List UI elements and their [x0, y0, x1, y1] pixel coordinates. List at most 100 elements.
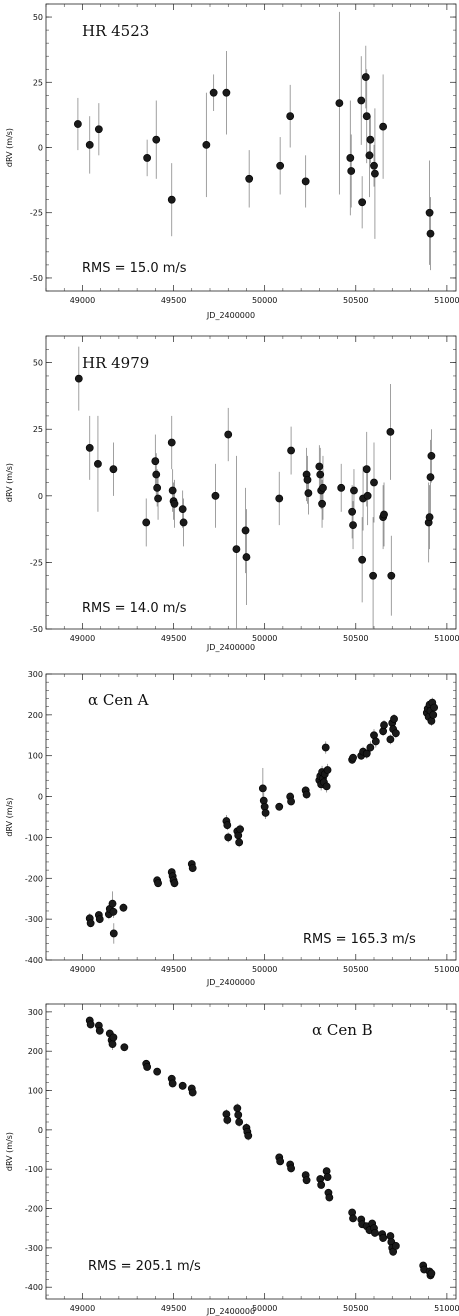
data-point [108, 1040, 117, 1049]
data-point [319, 483, 327, 492]
x-axis-label: JD_2400000 [206, 643, 255, 652]
x-tick-label: 50000 [252, 965, 277, 974]
data-point [109, 907, 118, 916]
x-tick-label: 49500 [161, 296, 186, 305]
data-point [168, 486, 177, 495]
data-point [178, 1081, 187, 1090]
panel-1: 49000 49500 50000 50500 51000 -50 -25 0 25 50 dRV … [5, 3, 459, 320]
y-tick-label: -25 [30, 558, 43, 567]
data-point [358, 555, 367, 564]
data-point [426, 229, 435, 238]
y-tick-label: 25 [33, 78, 43, 87]
data-point [235, 838, 244, 847]
data-point [209, 88, 218, 97]
data-point [425, 208, 434, 217]
data-point [242, 553, 251, 561]
data-point [152, 135, 161, 144]
data-point [387, 571, 396, 580]
data-point [366, 743, 375, 752]
rms-annotation: RMS = 165.3 m/s [303, 932, 416, 947]
data-point [142, 518, 151, 527]
x-tick-label: 51000 [434, 634, 459, 643]
data-point [349, 1214, 357, 1223]
data-point [275, 494, 284, 503]
plot-frame [45, 3, 457, 292]
data-point [287, 1164, 295, 1173]
data-point [188, 864, 197, 872]
data-point [109, 929, 118, 938]
x-tick-label: 49500 [161, 634, 186, 643]
data-point [430, 703, 439, 712]
data-point [143, 1063, 152, 1071]
data-point [337, 483, 346, 492]
data-point [94, 459, 102, 468]
data-point [236, 825, 244, 834]
data-point [371, 1229, 379, 1237]
data-point [95, 1026, 104, 1035]
data-point [380, 510, 388, 519]
x-tick-label: 50500 [343, 296, 368, 305]
data-point [357, 96, 366, 105]
y-tick-label: -300 [25, 915, 43, 924]
data-point [119, 903, 128, 912]
data-point [188, 1088, 197, 1097]
x-tick-label: 49500 [161, 965, 186, 974]
data-point [120, 1043, 129, 1052]
data-point [234, 1111, 243, 1119]
data-point [370, 161, 378, 170]
x-axis-label: JD_2400000 [206, 311, 255, 320]
data-point [316, 470, 325, 479]
data-point [379, 122, 388, 131]
data-point [321, 743, 330, 752]
y-tick-label: 0 [38, 793, 43, 802]
y-tick-label: -25 [30, 209, 43, 218]
data-point [347, 167, 356, 175]
y-tick-label: -100 [25, 1165, 43, 1174]
data-point [224, 833, 233, 842]
data-point [370, 478, 378, 487]
data-point [108, 899, 117, 908]
data-point [153, 483, 162, 492]
data-point [366, 135, 375, 144]
data-point [86, 919, 95, 928]
data-point [386, 735, 395, 744]
plot-frame [45, 673, 457, 961]
x-tick-label: 51000 [434, 965, 459, 974]
x-axis-label: JD_2400000 [206, 1307, 255, 1316]
x-tick-label: 51000 [434, 1304, 459, 1313]
y-tick-label: 0 [38, 1126, 43, 1135]
plot-frame [45, 335, 457, 630]
x-tick-label: 50500 [343, 1304, 368, 1313]
x-tick-label: 49000 [70, 634, 95, 643]
data-point [276, 1157, 285, 1166]
rms-annotation: RMS = 15.0 m/s [82, 261, 187, 276]
plot-frame [45, 1003, 457, 1300]
panel-title: α Cen A [88, 691, 149, 709]
data-point [261, 809, 270, 817]
data-point [427, 1269, 436, 1278]
y-tick-label: 25 [33, 425, 43, 434]
x-tick-label: 49500 [161, 1304, 186, 1313]
y-tick-label: 200 [28, 1047, 43, 1056]
data-point [349, 753, 357, 762]
data-point [223, 1116, 232, 1124]
data-point [363, 491, 372, 500]
data-point [153, 1067, 162, 1076]
data-point [168, 1079, 177, 1088]
x-tick-label: 50000 [252, 1304, 277, 1313]
data-point [391, 729, 400, 738]
y-tick-label: -300 [25, 1244, 43, 1253]
data-point [301, 177, 310, 186]
y-tick-label: 0 [38, 144, 43, 153]
y-tick-label: -50 [30, 625, 43, 634]
data-point [304, 489, 313, 498]
y-tick-label: 0 [38, 492, 43, 501]
data-point [232, 545, 241, 553]
x-tick-label: 50500 [343, 634, 368, 643]
y-tick-label: 100 [28, 1087, 43, 1096]
data-point [426, 473, 435, 482]
data-point [179, 518, 188, 527]
data-point [323, 1173, 332, 1181]
data-point [391, 1242, 400, 1250]
